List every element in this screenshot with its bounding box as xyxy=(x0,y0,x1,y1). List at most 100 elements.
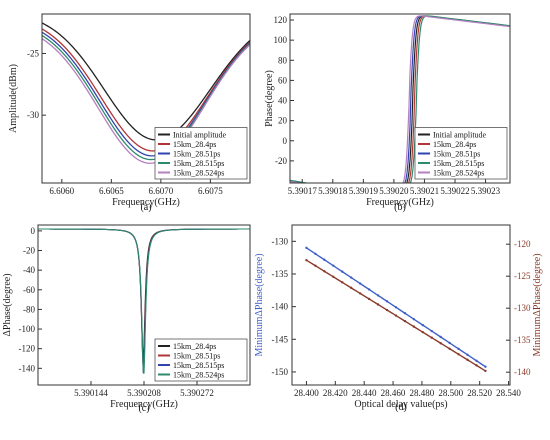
legend-entry: 15km_28.524ps xyxy=(173,169,224,178)
legend-box xyxy=(154,338,248,382)
x-tick-label: 28.400 xyxy=(294,388,319,398)
data-point-d-left xyxy=(412,317,416,321)
data-point-d-left xyxy=(448,341,451,345)
panel-d: 28.400 28.420 28.440 28.460 28.480 28.500 28.5… xyxy=(254,224,543,413)
x-tick-label: 6.6065 xyxy=(99,186,124,196)
data-point-d-right xyxy=(394,314,398,317)
data-point-d-right xyxy=(349,286,353,290)
x-tick-label: 5.39018 xyxy=(318,186,348,196)
series-line-a-0 xyxy=(42,22,250,141)
x-tick-label: 6.6075 xyxy=(198,186,223,196)
x-tick-label: 5.39017 xyxy=(288,186,318,196)
panel-label: (d) xyxy=(395,402,407,413)
series-group-d xyxy=(305,246,487,373)
data-point-d-right xyxy=(430,336,433,339)
y-tick-label: 100 xyxy=(274,35,288,45)
data-point-d-left xyxy=(341,270,344,273)
legend-entry: Initial amplitude xyxy=(433,131,487,140)
data-point-d-left xyxy=(323,258,326,261)
plot-frame-d xyxy=(291,224,511,386)
legend-entry: 15km_28.515ps xyxy=(433,159,484,168)
y-tick-label: -25 xyxy=(27,48,39,58)
series-group-a xyxy=(42,22,250,164)
data-point-d-left xyxy=(358,282,362,285)
data-point-d-right xyxy=(466,358,469,362)
data-point-d-left xyxy=(484,365,487,368)
legend-entry: 15km_28.515ps xyxy=(173,159,224,168)
legend-box xyxy=(154,127,248,180)
data-point-d-left xyxy=(367,288,371,291)
x-tick-label: 28.420 xyxy=(323,388,348,398)
y-tick-label: -140 xyxy=(19,363,36,373)
data-point-d-right xyxy=(323,270,326,273)
data-point-d-right xyxy=(358,292,362,295)
data-point-d-left xyxy=(394,306,398,309)
y-tick-label: 20 xyxy=(278,116,288,126)
y-tick-label: -140 xyxy=(272,302,289,312)
legend-entry: 15km_28.4ps xyxy=(173,140,216,149)
y2-tick-label: -130 xyxy=(514,303,531,313)
data-point-d-right xyxy=(475,364,478,367)
series-group-b xyxy=(290,15,510,183)
data-point-d-left xyxy=(332,264,335,267)
data-point-d-right xyxy=(484,369,487,373)
y-tick-label: -60 xyxy=(23,285,35,295)
x-tick-label: 5.39022 xyxy=(440,186,469,196)
data-point-d-right xyxy=(448,347,451,350)
x-axis-label: Frequency(GHz) xyxy=(112,197,180,208)
data-point-d-right xyxy=(412,325,416,328)
x-tick-label: 28.500 xyxy=(438,388,463,398)
y-tick-label: -145 xyxy=(272,334,289,344)
series-line-b-4 xyxy=(290,15,510,183)
x-axis-label: Frequency(GHz) xyxy=(366,197,434,208)
data-point-d-left xyxy=(430,329,433,333)
legend-box xyxy=(414,127,508,180)
y-axis-label: Phase(degree) xyxy=(264,70,275,127)
x-axis-label: Frequency(GHz) xyxy=(110,399,178,410)
panel-b: 5.39017 5.39018 5.39019 5.39020 5.39021 5.390… xyxy=(264,13,511,213)
y-axis-label: MinimumΔPhase(degree) xyxy=(254,253,265,356)
panel-label: (a) xyxy=(140,202,151,213)
panel-label: (c) xyxy=(138,403,149,414)
x-tick-label: 28.440 xyxy=(352,388,377,398)
x-tick-label: 5.390144 xyxy=(74,388,108,398)
data-point-d-right xyxy=(457,353,460,356)
y-tick-label: -100 xyxy=(19,324,36,334)
y-tick-label: -20 xyxy=(275,156,287,166)
y2-tick-label: -120 xyxy=(514,239,531,249)
legend-entry: Initial amplitude xyxy=(173,131,227,140)
y2-tick-label: -140 xyxy=(514,367,531,377)
legend-entry: 15km_28.4ps xyxy=(433,140,476,149)
legend-entry: 15km_28.51ps xyxy=(173,352,220,361)
data-point-d-left xyxy=(314,252,317,255)
legend-entry: 15km_28.4ps xyxy=(173,342,216,351)
data-point-d-left xyxy=(403,312,407,315)
legend-entry: 15km_28.51ps xyxy=(433,150,480,159)
y-tick-label: -130 xyxy=(272,236,289,246)
data-point-d-right xyxy=(341,281,344,284)
x-tick-label: 6.6060 xyxy=(49,186,74,196)
y-tick-label: -40 xyxy=(23,265,35,275)
y-axis-label: Amplitude(dBm) xyxy=(8,64,19,133)
x-tick-label: 28.540 xyxy=(496,388,521,398)
y-tick-label: -30 xyxy=(27,110,39,120)
x-tick-label: 6.6070 xyxy=(148,186,173,196)
data-point-d-left xyxy=(475,359,478,362)
series-group-c xyxy=(38,228,250,374)
legend-entry: 15km_28.515ps xyxy=(173,361,224,370)
data-point-d-left xyxy=(466,353,469,357)
data-point-d-right xyxy=(367,297,371,301)
data-point-d-left xyxy=(421,323,424,327)
x-tick-label: 5.39023 xyxy=(471,186,501,196)
data-point-d-right xyxy=(314,264,317,267)
y-tick-label: -135 xyxy=(272,269,289,279)
x-tick-label: 5.39020 xyxy=(379,186,409,196)
data-point-d-left xyxy=(376,294,380,297)
series-line-b-3 xyxy=(290,15,510,183)
series-line-c-3 xyxy=(38,228,250,374)
x-tick-label: 28.460 xyxy=(381,388,406,398)
x-tick-label: 5.390272 xyxy=(180,388,214,398)
y-tick-label: -80 xyxy=(23,304,35,314)
y-axis-label: ΔPhase(degree) xyxy=(2,273,13,336)
